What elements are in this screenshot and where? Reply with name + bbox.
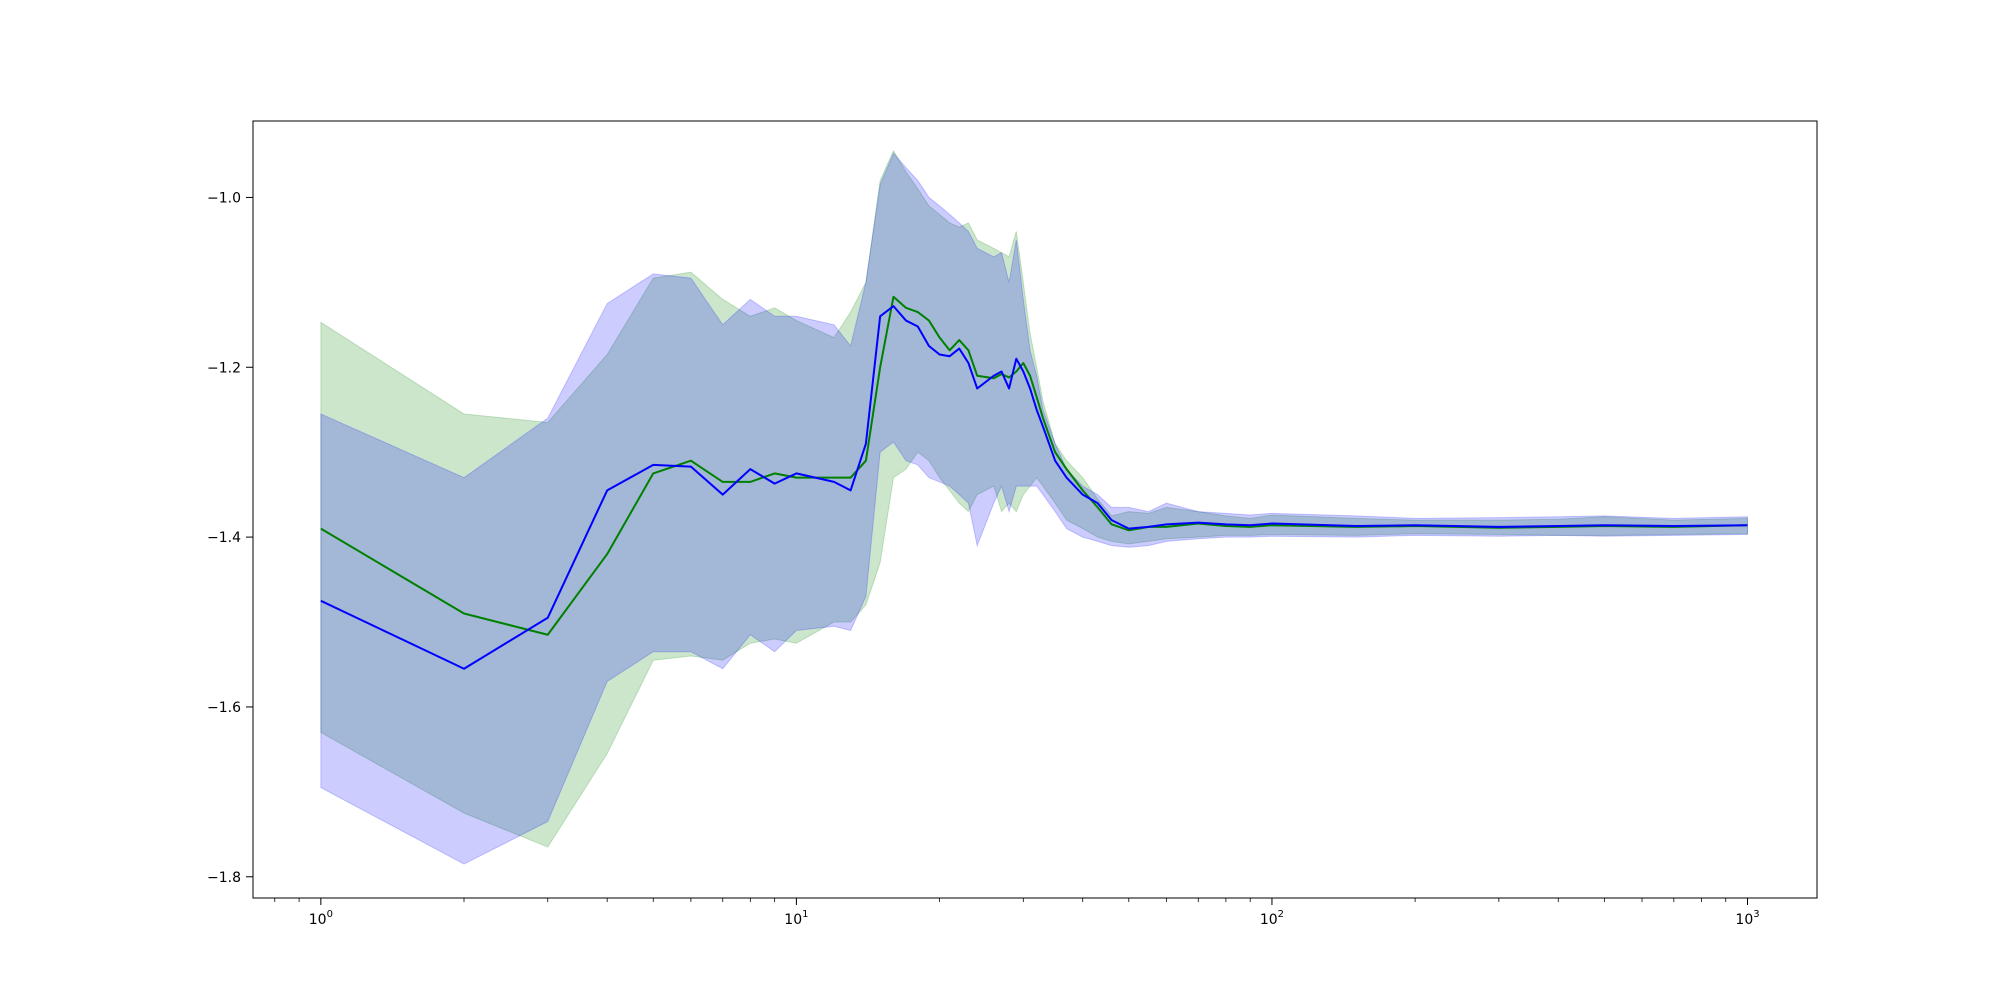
plot-area bbox=[320, 149, 1749, 865]
y-tick-label: −1.8 bbox=[207, 870, 241, 886]
x-tick-label: 102 bbox=[1260, 909, 1284, 928]
axes: 100 101 102 103 −1.0 −1.2 −1.4 −1.6 −1.8 bbox=[207, 190, 1760, 928]
x-tick-label: 101 bbox=[784, 909, 808, 928]
series-2-band bbox=[320, 152, 1749, 865]
series-2-line bbox=[320, 305, 1748, 670]
y-tick-label: −1.0 bbox=[207, 190, 241, 206]
x-tick-label: 103 bbox=[1735, 909, 1759, 928]
x-tick-label: 100 bbox=[309, 909, 333, 928]
series-1-line bbox=[320, 295, 1748, 636]
y-tick-label: −1.6 bbox=[207, 700, 241, 716]
series-1-band bbox=[320, 149, 1749, 848]
axes-frame bbox=[252, 120, 1818, 899]
y-tick-label: −1.4 bbox=[207, 530, 241, 546]
y-tick-label: −1.2 bbox=[207, 360, 241, 376]
